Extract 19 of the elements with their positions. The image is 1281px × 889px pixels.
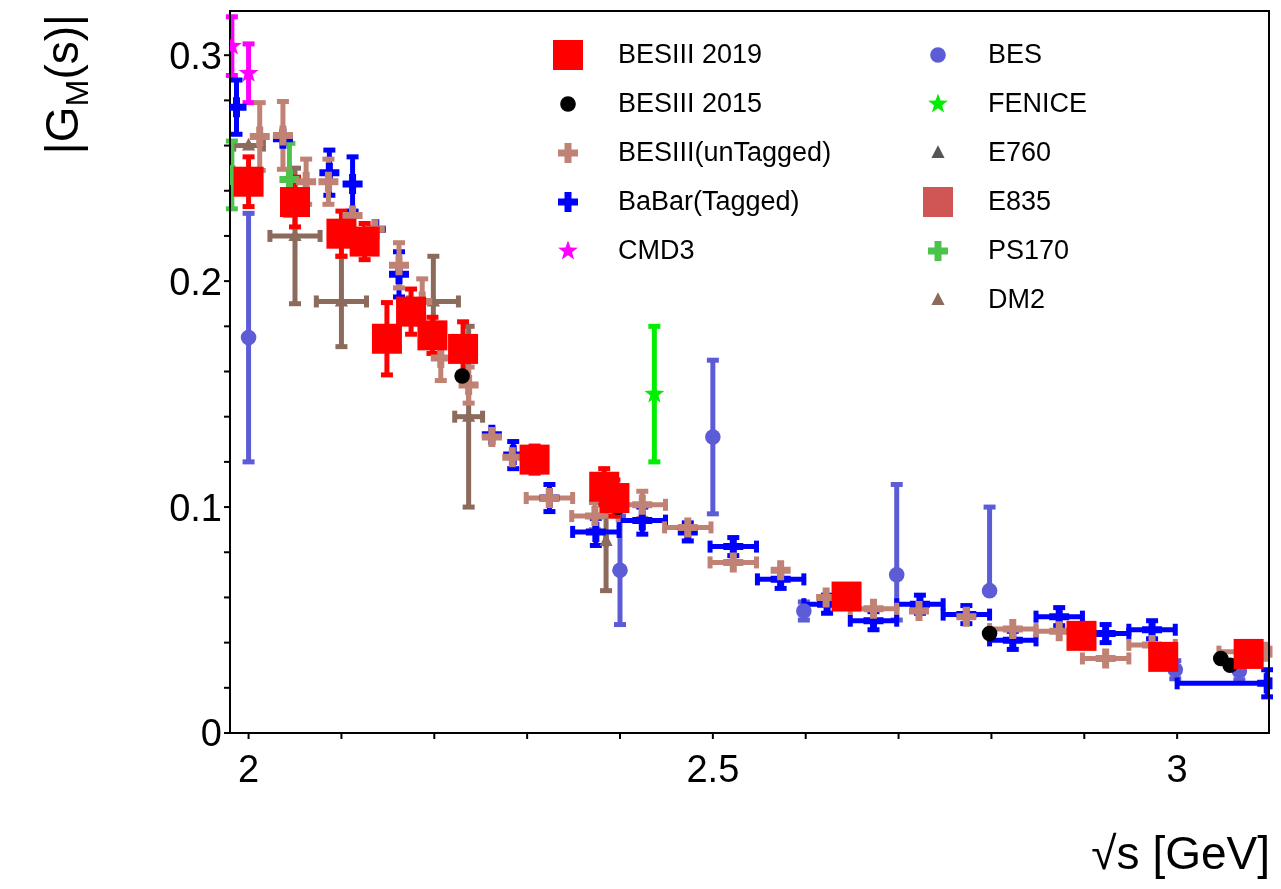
legend-label: FENICE: [988, 88, 1088, 119]
x-axis-title: √s [GeV]: [1091, 827, 1270, 879]
y-tick-label: 0: [200, 712, 222, 755]
legend-label: PS170: [988, 235, 1070, 266]
legend-label: BESIII 2015: [618, 88, 763, 119]
y-tick-label: 0.2: [169, 260, 222, 303]
x-tick-label: 3: [1166, 747, 1188, 790]
y-tick-label: 0.3: [169, 34, 222, 77]
x-tick-label: 2: [238, 747, 260, 790]
legend-label: E835: [988, 186, 1052, 217]
legend-label: BESIII 2019: [618, 39, 763, 70]
legend-label: E760: [988, 137, 1052, 168]
x-tick-label: 2.5: [686, 747, 740, 790]
legend-label: CMD3: [618, 235, 695, 266]
legend-label: BaBar(Tagged): [618, 186, 800, 217]
y-tick-label: 0.1: [169, 486, 222, 529]
legend-label: BES: [988, 39, 1043, 70]
legend-label: DM2: [988, 284, 1046, 315]
legend-label: BESIII(unTagged): [618, 137, 832, 168]
